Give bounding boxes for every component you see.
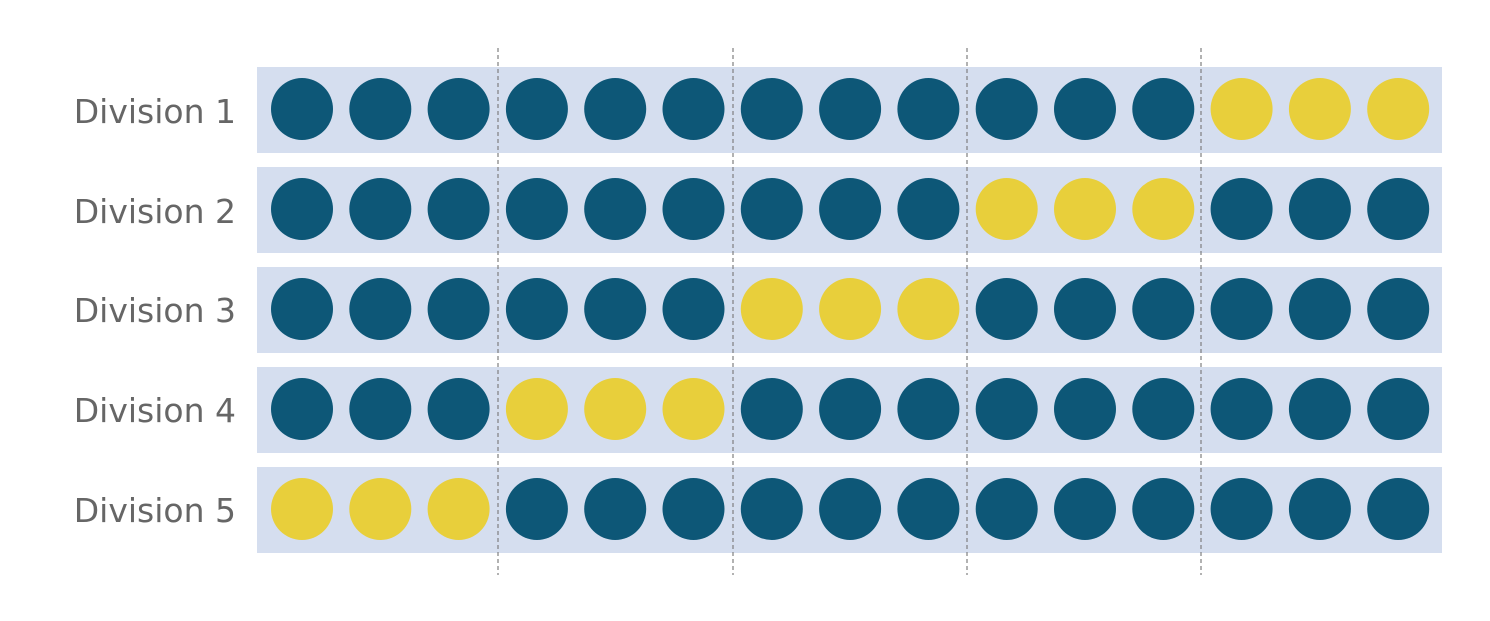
dot-row1-15-highlighted [1367,78,1430,140]
dot-row4-10 [975,378,1038,440]
dot-row3-13 [1210,278,1273,340]
dot-row4-4-highlighted [505,378,568,440]
dot-row4-13 [1210,378,1273,440]
dot-row1-1 [271,78,333,140]
dot-row2-3 [427,178,490,240]
dot-row3-5 [584,278,647,340]
dot-row3-14 [1288,278,1351,340]
dot-row2-14 [1288,178,1351,240]
dot-row2-2 [349,178,412,240]
dot-row5-9 [897,478,960,540]
dot-row4-5-highlighted [584,378,647,440]
dot-row1-13-highlighted [1210,78,1273,140]
dot-row2-9 [897,178,960,240]
dot-row3-1 [271,278,333,340]
dot-row5-5 [584,478,647,540]
dot-row4-14 [1288,378,1351,440]
row-labels: Division 1 Division 2 Division 3 Divisio… [74,92,236,530]
dot-row2-15 [1367,178,1430,240]
dot-row2-13 [1210,178,1273,240]
dot-row4-2 [349,378,412,440]
dot-row3-10 [975,278,1038,340]
dot-row3-2 [349,278,412,340]
dot-row2-7 [740,178,803,240]
dot-row3-9-highlighted [897,278,960,340]
row-label-division-1: Division 1 [74,92,236,131]
dot-row4-11 [1054,378,1116,440]
dot-row3-4 [505,278,568,340]
dot-row3-12 [1132,278,1195,340]
dot-row2-8 [819,178,882,240]
dot-row1-5 [584,78,647,140]
dot-row4-1 [271,378,333,440]
dot-row2-5 [584,178,647,240]
dot-row1-12 [1132,78,1195,140]
dot-row5-3-highlighted [427,478,490,540]
dot-row1-3 [427,78,490,140]
dot-row1-2 [349,78,412,140]
dot-row5-4 [505,478,568,540]
row-label-division-2: Division 2 [74,192,236,231]
dot-row3-8-highlighted [819,278,882,340]
dot-row4-3 [427,378,490,440]
dot-row2-4 [505,178,568,240]
row-label-division-3: Division 3 [74,291,236,330]
dot-row1-14-highlighted [1288,78,1351,140]
dot-row3-7-highlighted [740,278,803,340]
group-dividers [497,48,1202,575]
dot-row4-9 [897,378,960,440]
dot-row3-15 [1367,278,1430,340]
dot-row2-12-highlighted [1132,178,1195,240]
dot-row1-7 [740,78,803,140]
dot-row3-3 [427,278,490,340]
dot-row5-12 [1132,478,1195,540]
dot-row2-11-highlighted [1054,178,1116,240]
row-label-division-4: Division 4 [74,391,236,430]
dot-row5-14 [1288,478,1351,540]
dot-row2-6 [662,178,725,240]
dot-row2-10-highlighted [975,178,1038,240]
dot-row1-6 [662,78,725,140]
dot-row5-2-highlighted [349,478,412,540]
dot-row1-8 [819,78,882,140]
dot-row5-7 [740,478,803,540]
dot-row5-11 [1054,478,1116,540]
dot-row5-13 [1210,478,1273,540]
dot-row5-6 [662,478,725,540]
dot-row4-12 [1132,378,1195,440]
dot-row3-11 [1054,278,1116,340]
dot-row4-6-highlighted [662,378,725,440]
dot-row5-15 [1367,478,1430,540]
dot-row1-11 [1054,78,1116,140]
dot-row1-9 [897,78,960,140]
dot-row4-7 [740,378,803,440]
dot-row4-15 [1367,378,1430,440]
dot-row3-6 [662,278,725,340]
dot-row1-4 [505,78,568,140]
dot-row4-8 [819,378,882,440]
dot-row5-8 [819,478,882,540]
dots-layer [271,78,1430,540]
row-label-division-5: Division 5 [74,491,236,530]
dot-row2-1 [271,178,333,240]
dot-row5-10 [975,478,1038,540]
dot-row5-1-highlighted [271,478,333,540]
dot-row1-10 [975,78,1038,140]
